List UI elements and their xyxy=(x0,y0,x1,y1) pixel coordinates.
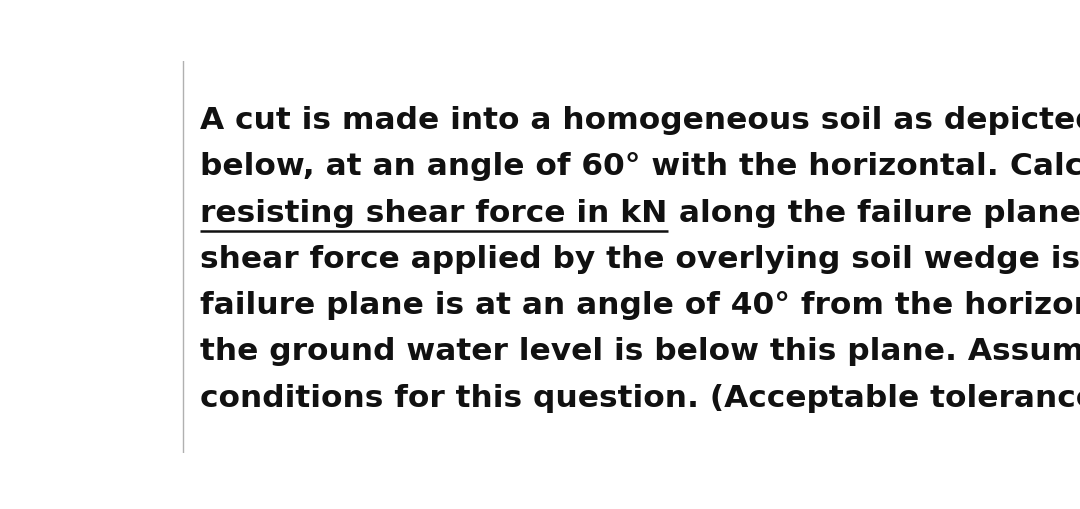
Text: A cut is made into a homogeneous soil as depicted in the figure: A cut is made into a homogeneous soil as… xyxy=(200,106,1080,135)
Text: conditions for this question. (Acceptable tolerance = 2%): conditions for this question. (Acceptabl… xyxy=(200,384,1080,413)
Text: shear force applied by the overlying soil wedge is 120 kN. The: shear force applied by the overlying soi… xyxy=(200,245,1080,274)
Text: the ground water level is below this plane. Assume drained: the ground water level is below this pla… xyxy=(200,337,1080,366)
Text: Calculate the: Calculate the xyxy=(1010,152,1080,181)
Text: below, at an angle of 60° with the horizontal.: below, at an angle of 60° with the horiz… xyxy=(200,152,1010,181)
Text: failure plane is at an angle of 40° from the horizontal direction and: failure plane is at an angle of 40° from… xyxy=(200,291,1080,320)
Text: along the failure plane given that the: along the failure plane given that the xyxy=(667,199,1080,228)
Text: resisting shear force in kN: resisting shear force in kN xyxy=(200,199,667,228)
